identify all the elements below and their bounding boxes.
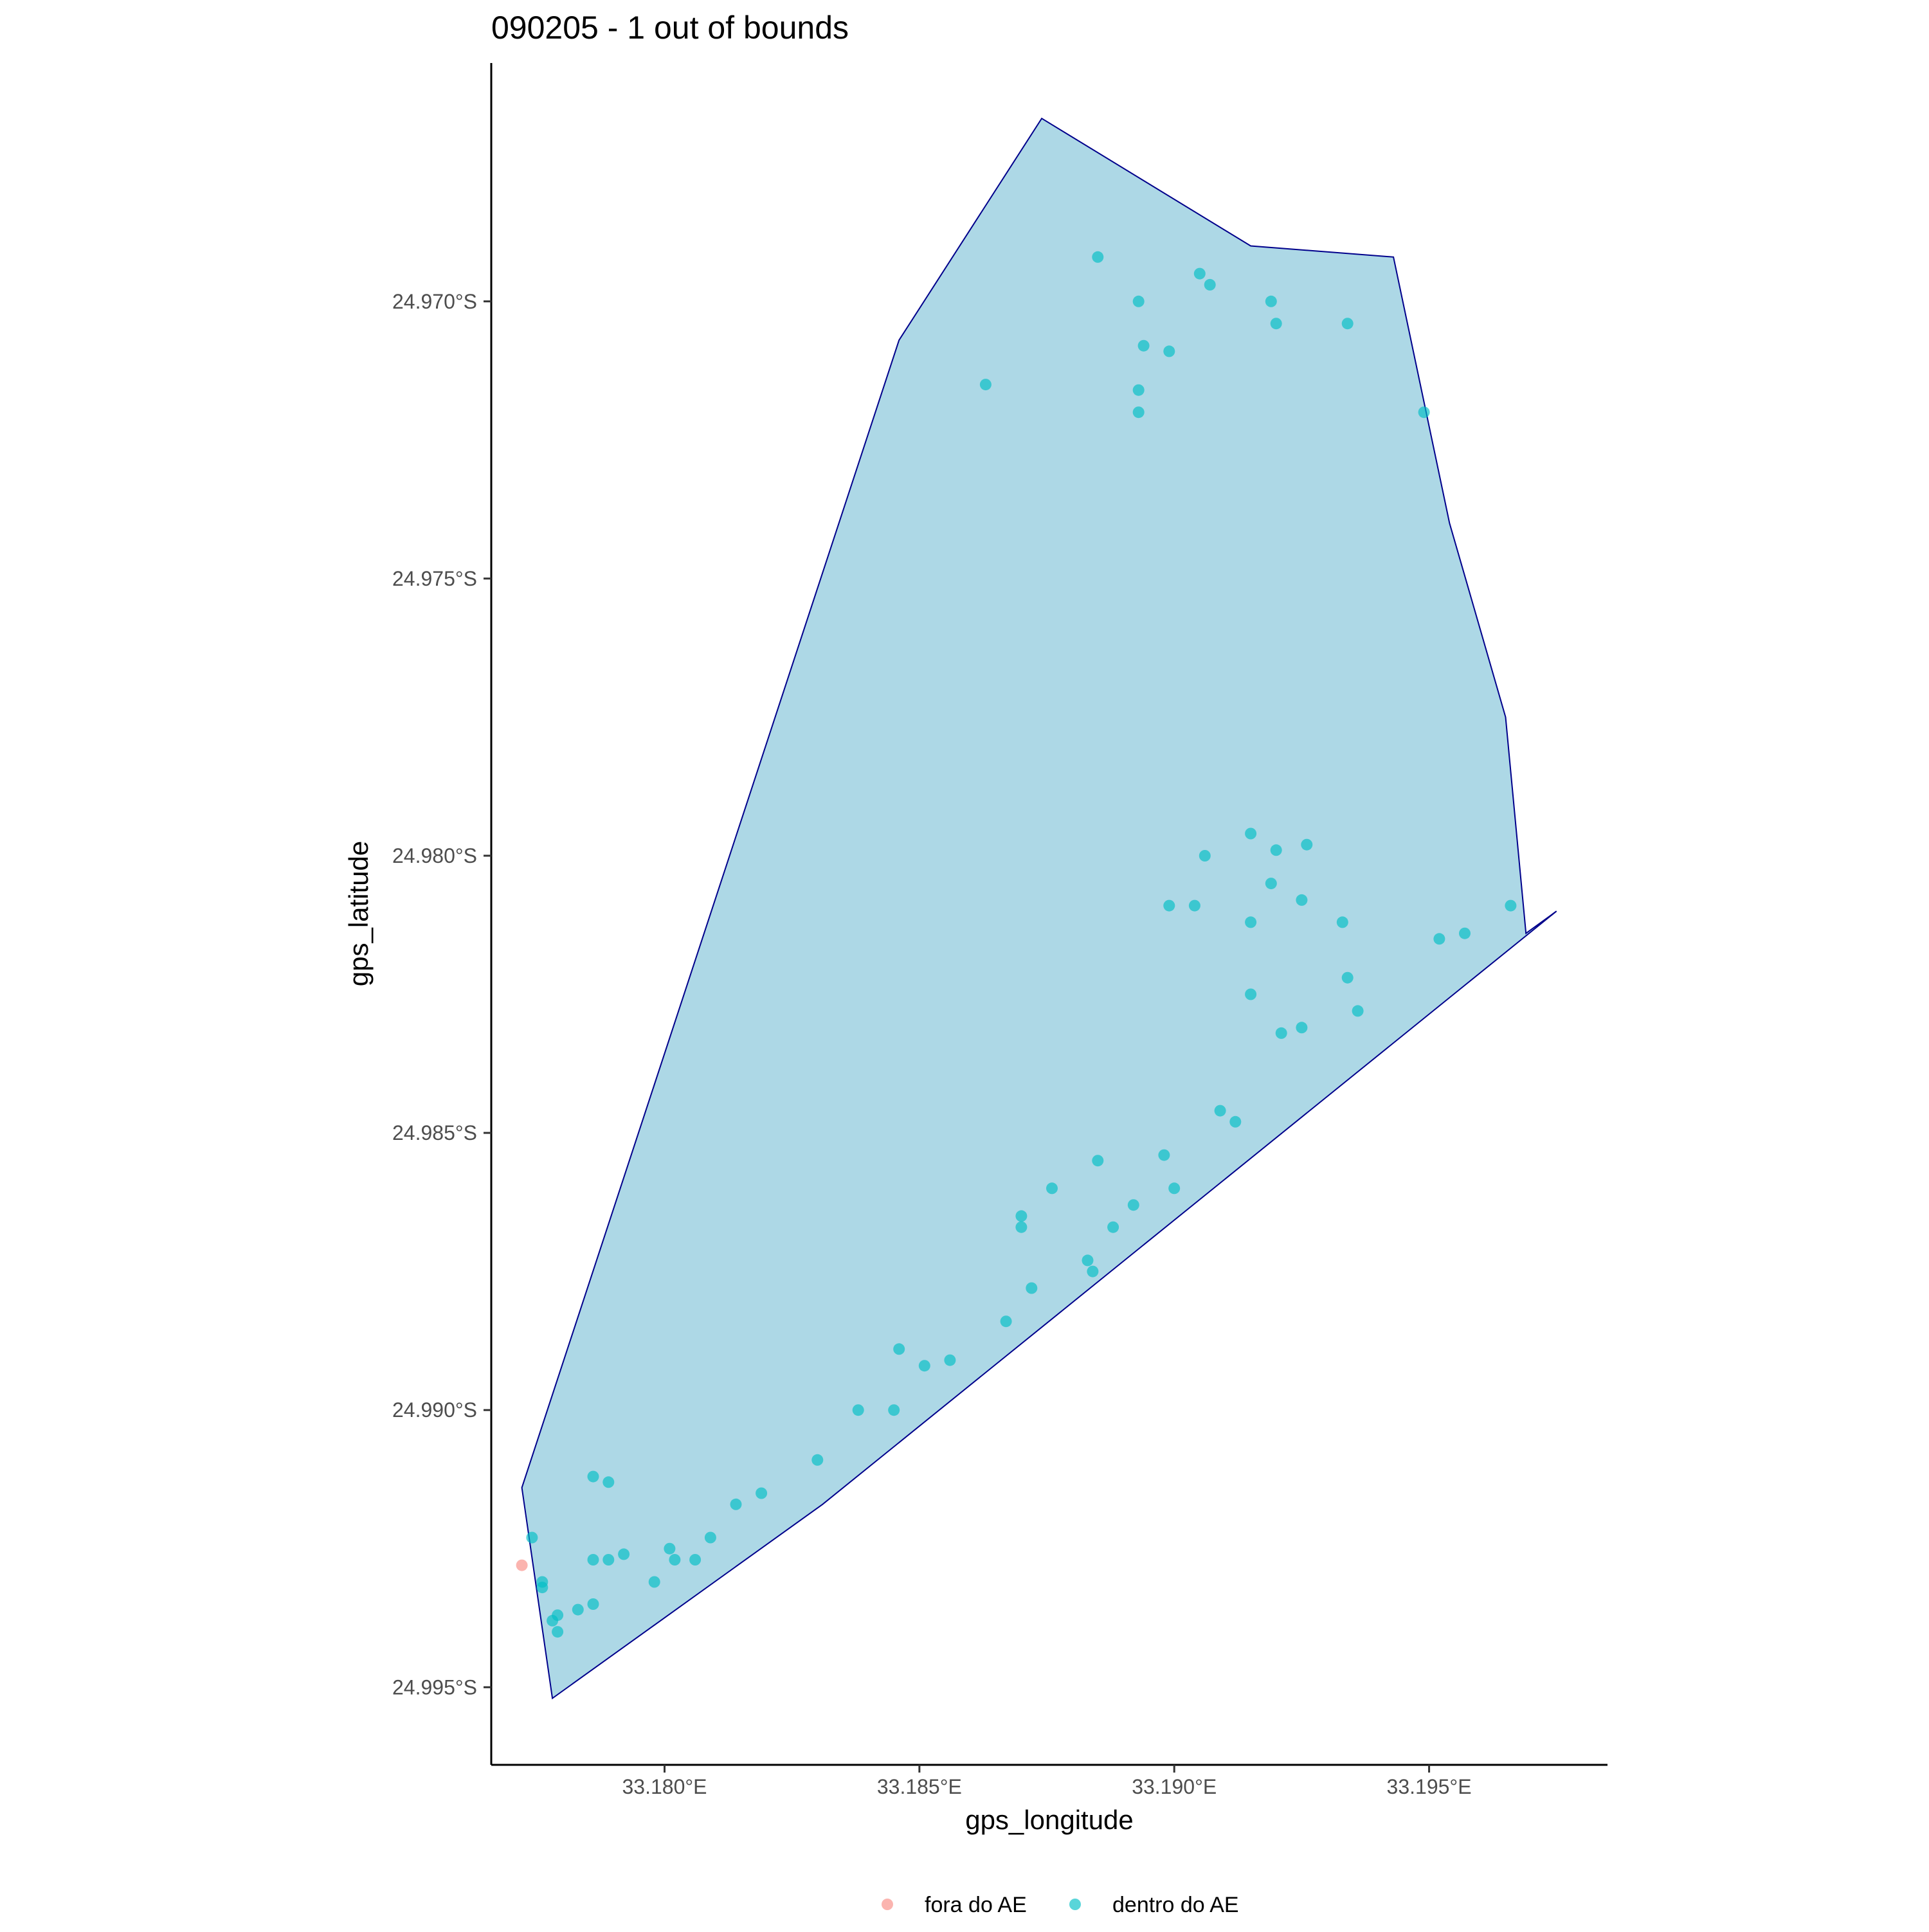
point-inside xyxy=(756,1487,768,1499)
study-area-polygon xyxy=(521,117,1557,1700)
point-outside xyxy=(516,1559,528,1571)
point-inside xyxy=(1245,827,1257,840)
point-inside xyxy=(1092,251,1104,263)
point-inside xyxy=(1229,1115,1242,1128)
point-inside xyxy=(1265,878,1277,890)
point-inside xyxy=(944,1354,956,1366)
point-inside xyxy=(1270,844,1282,856)
point-inside xyxy=(1188,899,1200,912)
y-tick-label: 24.995°S xyxy=(392,1675,477,1699)
point-inside xyxy=(1265,295,1277,307)
point-inside xyxy=(1433,933,1445,945)
point-inside xyxy=(602,1554,615,1566)
point-inside xyxy=(918,1360,930,1372)
point-inside xyxy=(1245,988,1257,1000)
point-inside xyxy=(1132,384,1145,396)
point-inside xyxy=(704,1531,716,1544)
points-layer xyxy=(516,251,1517,1638)
point-inside xyxy=(888,1404,900,1416)
point-inside xyxy=(852,1404,864,1416)
point-inside xyxy=(1505,899,1517,912)
point-inside xyxy=(1245,916,1257,928)
point-inside xyxy=(893,1343,905,1355)
x-tick-label: 33.185°E xyxy=(877,1775,962,1798)
x-tick-label: 33.195°E xyxy=(1387,1775,1472,1798)
point-inside xyxy=(1270,318,1282,330)
point-inside xyxy=(811,1454,824,1466)
point-inside xyxy=(1092,1155,1104,1167)
point-inside xyxy=(669,1554,681,1566)
point-inside xyxy=(1137,339,1150,352)
y-tick-label: 24.975°S xyxy=(392,567,477,590)
point-inside xyxy=(1015,1221,1028,1233)
point-inside xyxy=(1168,1182,1181,1195)
point-inside xyxy=(664,1542,676,1555)
point-inside xyxy=(1127,1199,1139,1211)
point-inside xyxy=(587,1598,599,1610)
point-inside xyxy=(1082,1254,1094,1267)
y-axis-title: gps_latitude xyxy=(343,841,374,987)
point-inside xyxy=(1000,1315,1012,1328)
point-inside xyxy=(1193,267,1206,280)
point-inside xyxy=(587,1470,599,1483)
point-inside xyxy=(1132,406,1145,419)
ticks-layer: 33.180°E 33.185°E 33.190°E 33.195°E 24.970°S… xyxy=(392,290,1472,1798)
point-inside xyxy=(587,1554,599,1566)
point-inside xyxy=(730,1498,742,1510)
point-inside xyxy=(1341,318,1354,330)
point-inside xyxy=(1132,295,1145,307)
legend: fora do AE dentro do AE xyxy=(882,1893,1239,1917)
point-inside xyxy=(536,1582,548,1594)
point-inside xyxy=(1341,971,1354,984)
point-inside xyxy=(1296,894,1308,906)
x-axis-title: gps_longitude xyxy=(965,1805,1134,1835)
legend-key xyxy=(882,1899,893,1910)
point-inside xyxy=(1163,345,1175,357)
point-inside xyxy=(1296,1022,1308,1034)
point-inside xyxy=(1163,899,1175,912)
point-inside xyxy=(1418,406,1430,419)
point-inside xyxy=(1301,838,1313,851)
point-inside xyxy=(1459,927,1471,939)
point-inside xyxy=(618,1548,630,1560)
point-inside xyxy=(1199,850,1211,862)
point-inside xyxy=(1026,1282,1038,1294)
point-inside xyxy=(526,1531,538,1544)
point-inside xyxy=(1087,1265,1099,1277)
point-inside xyxy=(1204,278,1216,291)
point-inside xyxy=(1158,1149,1170,1161)
legend-label: dentro do AE xyxy=(1112,1893,1239,1917)
y-tick-label: 24.970°S xyxy=(392,290,477,313)
point-inside xyxy=(1046,1182,1058,1195)
point-inside xyxy=(689,1554,702,1566)
point-inside xyxy=(552,1626,564,1638)
point-inside xyxy=(648,1576,660,1588)
axes-layer xyxy=(490,63,1608,1766)
point-inside xyxy=(979,379,992,391)
area-polygon-layer xyxy=(521,117,1557,1700)
plot-title: 090205 - 1 out of bounds xyxy=(491,10,849,46)
x-tick-label: 33.190°E xyxy=(1132,1775,1217,1798)
point-inside xyxy=(1107,1221,1119,1233)
y-tick-label: 24.980°S xyxy=(392,844,477,867)
legend-key xyxy=(1069,1899,1081,1910)
point-inside xyxy=(1336,916,1348,928)
point-inside xyxy=(1015,1210,1028,1222)
point-inside xyxy=(602,1476,615,1488)
x-tick-label: 33.180°E xyxy=(622,1775,707,1798)
point-inside xyxy=(1275,1027,1287,1039)
point-inside xyxy=(1214,1105,1226,1117)
y-tick-label: 24.990°S xyxy=(392,1398,477,1422)
legend-label: fora do AE xyxy=(925,1893,1027,1917)
point-inside xyxy=(572,1603,584,1616)
point-inside xyxy=(547,1614,559,1627)
y-tick-label: 24.985°S xyxy=(392,1121,477,1144)
point-inside xyxy=(1352,1005,1364,1017)
